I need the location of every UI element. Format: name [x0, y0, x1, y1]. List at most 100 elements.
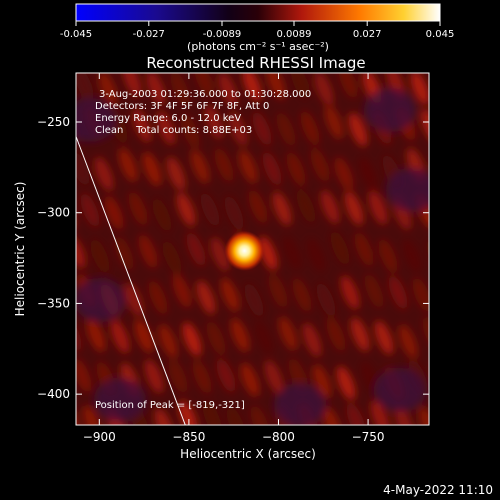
stripe-blob	[228, 111, 248, 146]
stripe-blob	[144, 359, 164, 394]
stripe-blob	[110, 319, 130, 354]
info-energy-range: Energy Range: 6.0 - 12.0 keV	[95, 113, 241, 124]
stripe-blob	[314, 73, 334, 106]
colorbar-tick-label: -0.045	[60, 29, 92, 40]
stripe-blob	[238, 149, 258, 184]
stripe-blob	[350, 317, 370, 352]
stripe-blob	[158, 324, 178, 358]
stripe-blob	[0, 322, 13, 361]
footer-timestamp: 4-May-2022 11:10	[383, 483, 493, 497]
colorbar-ticks: -0.045 -0.027 -0.0089 0.0089 0.027 0.045	[60, 21, 454, 40]
stripe-blob	[398, 324, 418, 359]
dark-patch	[374, 368, 426, 412]
stripe-blob	[31, 404, 57, 443]
stripe-blob	[216, 358, 236, 393]
stripe-blob	[418, 406, 429, 425]
dark-patch	[386, 168, 429, 212]
stripe-blob	[461, 188, 487, 227]
stripe-blob	[182, 322, 202, 357]
stripe-blob	[0, 271, 3, 310]
colorbar: -0.045 -0.027 -0.0089 0.0089 0.027 0.045 (pho…	[60, 3, 454, 53]
stripe-blob	[196, 280, 216, 315]
stripe-blob	[358, 156, 378, 191]
stripe-blob	[316, 282, 336, 317]
stripe-blob	[132, 108, 152, 143]
x-tick-label: −900	[83, 430, 116, 444]
colorbar-tick-label: 0.027	[353, 29, 382, 40]
stripe-blob	[286, 152, 306, 186]
info-clean-counts: Clean Total counts: 8.88E+03	[95, 125, 252, 136]
stripe-blob	[346, 403, 366, 425]
stripe-blob	[463, 403, 489, 442]
stripe-blob	[82, 405, 102, 425]
stripe-blob	[226, 406, 246, 425]
stripe-blob	[0, 67, 25, 106]
stripe-blob	[76, 151, 90, 186]
stripe-blob	[262, 151, 282, 186]
stripe-blob	[186, 232, 206, 267]
y-tick-label: −350	[37, 296, 70, 310]
stripe-blob	[242, 73, 262, 102]
stripe-blob	[224, 195, 244, 230]
stripe-blob	[0, 61, 1, 100]
stripe-blob	[326, 317, 346, 352]
y-axis-label: Heliocentric Y (arcsec)	[13, 182, 27, 317]
stripe-blob	[172, 273, 192, 308]
stripe-blob	[178, 400, 198, 425]
stripe-blob	[437, 191, 463, 230]
stripe-blob	[124, 282, 144, 317]
colorbar-tick-label: -0.027	[133, 29, 165, 40]
stripe-blob	[76, 317, 82, 352]
stripe-blob	[118, 147, 138, 182]
stripe-blob	[168, 359, 188, 394]
stripe-blob	[276, 112, 296, 147]
stripe-blob	[431, 69, 457, 108]
stripe-blob	[244, 283, 264, 317]
stripe-blob	[312, 364, 332, 399]
stripe-blob	[76, 358, 92, 393]
stripe-blob	[495, 237, 500, 276]
stripe-blob	[214, 147, 234, 182]
stripe-blob	[146, 73, 166, 105]
stripe-blob	[156, 110, 176, 145]
stripe-blob	[202, 400, 222, 425]
stripe-blob	[264, 360, 284, 394]
stripe-blob	[282, 235, 302, 270]
colorbar-tick-label: 0.0089	[276, 29, 311, 40]
stripe-blob	[176, 192, 196, 227]
info-time-range: 3-Aug-2003 01:29:36.000 to 01:30:28.000	[99, 89, 311, 100]
stripe-blob	[134, 318, 154, 353]
stripe-blob	[292, 278, 312, 312]
stripe-blob	[76, 234, 86, 269]
stripe-blob	[479, 66, 500, 105]
stripe-blob	[0, 105, 11, 144]
y-tick-label: −250	[37, 115, 70, 129]
stripe-blob	[128, 191, 148, 226]
stripe-blob	[43, 152, 69, 191]
peak-position-label: Position of Peak = [-819,-321]	[95, 400, 245, 411]
image-pattern	[0, 61, 500, 443]
stripe-blob	[471, 230, 497, 269]
stripe-blob	[268, 273, 288, 308]
stripe-blob	[477, 363, 500, 402]
stripe-blob	[0, 361, 23, 400]
colorbar-unit-label: (photons cm⁻² s⁻¹ asec⁻²)	[187, 40, 329, 53]
stripe-blob	[300, 111, 320, 145]
stripe-blob	[439, 398, 465, 437]
colorbar-tick-label: 0.045	[426, 29, 455, 40]
solar-limb-line	[76, 136, 186, 425]
stripe-blob	[0, 398, 9, 437]
flare-source	[224, 230, 265, 271]
stripe-blob	[348, 112, 368, 147]
x-tick-label: −800	[262, 430, 295, 444]
stripe-blob	[491, 314, 500, 353]
stripe-blob	[19, 146, 45, 185]
stripe-blob	[475, 145, 500, 184]
stripe-blob	[457, 272, 483, 311]
stripe-blob	[154, 408, 174, 425]
stripe-blob	[427, 152, 453, 191]
stripe-blob	[122, 73, 142, 98]
info-detectors: Detectors: 3F 4F 5F 6F 7F 8F, Att 0	[95, 101, 269, 112]
stripe-blob	[338, 73, 358, 99]
stripe-blob	[420, 108, 429, 143]
